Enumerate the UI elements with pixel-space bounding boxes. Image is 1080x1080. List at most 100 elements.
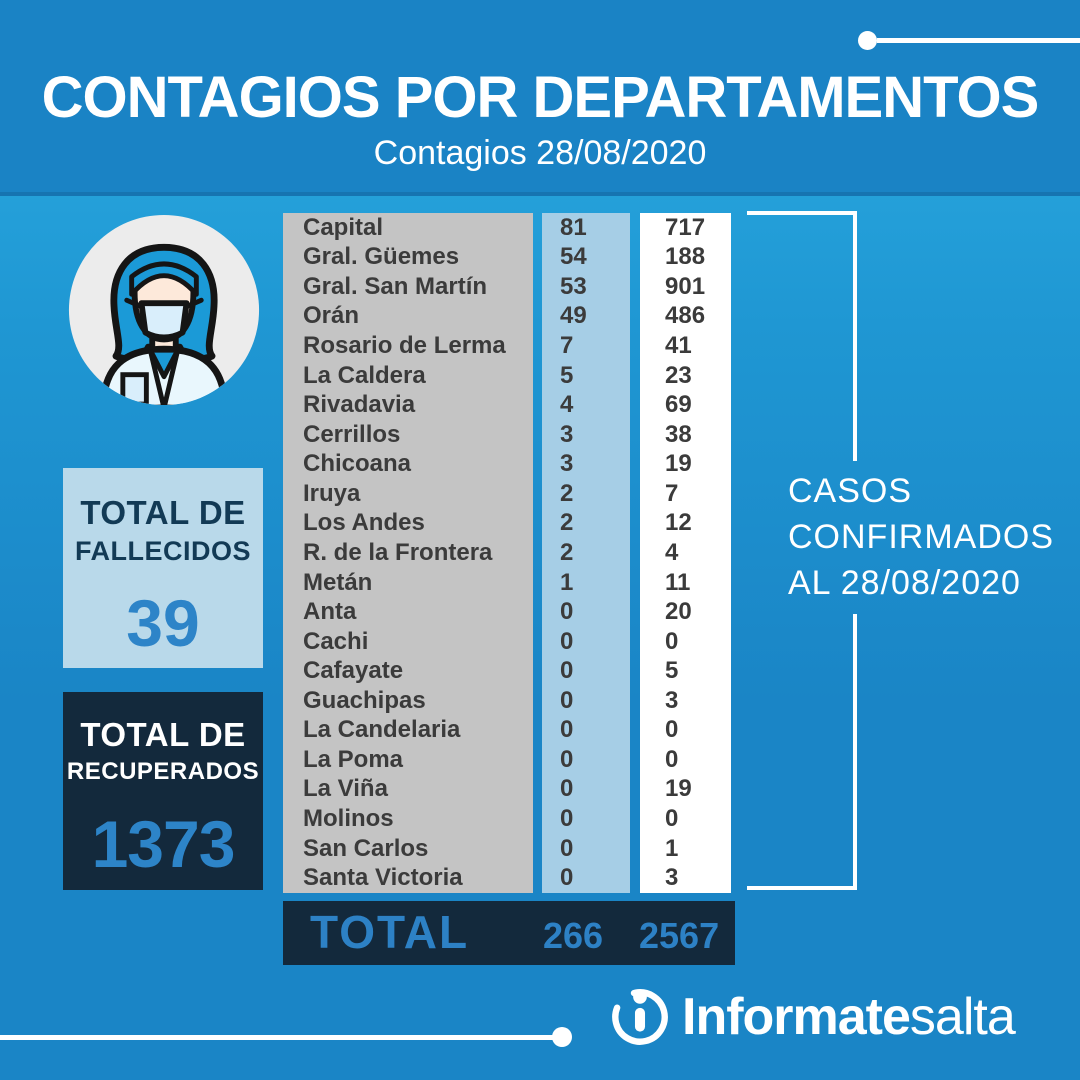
page-subtitle: Contagios 28/08/2020 [373,134,707,172]
table-cell-total: 11 [665,568,691,596]
table-cell-name: Cerrillos [303,420,401,448]
table-cell-daily: 2 [560,538,574,566]
table-cell-daily: 7 [560,332,574,360]
table-cell-name: Chicoana [303,450,412,478]
table-cell-name: Gral. Güemes [303,243,460,271]
table-cell-name: Guachipas [303,686,426,714]
table-cell-name: Gral. San Martín [303,272,488,300]
table-cell-daily: 2 [560,509,574,537]
recuperados-box: TOTAL DE RECUPERADOS 1373 [63,692,263,890]
bottom-left-dot [552,1027,572,1047]
bottom-left-line [0,1035,553,1040]
table-cell-daily: 0 [560,686,574,714]
table-cell-total: 38 [665,420,692,448]
recuperados-label-line1: TOTAL DE [80,716,246,753]
table-cell-total: 901 [665,272,706,300]
top-right-line [877,38,1080,43]
table-cell-name: Santa Victoria [303,864,463,892]
table-cell-name: Molinos [303,805,394,833]
table-cell-daily: 4 [560,391,574,419]
fallecidos-label-line2: FALLECIDOS [74,536,251,566]
table-daily-column: 81 54 53 49 7 5 4 3 3 2 2 2 1 0 0 0 0 0 0 0 0 0 0 [542,213,630,893]
info-circle-icon [612,989,668,1045]
bracket-upper-vertical-line [853,211,857,461]
table-cell-total: 7 [665,479,679,507]
recuperados-label-line2: RECUPERADOS [66,758,260,785]
header-band: CONTAGIOS POR DEPARTAMENTOS Contagios 28… [0,0,1080,196]
table-cell-total: 12 [665,509,692,537]
table-cell-total: 5 [665,657,679,685]
table-cell-daily: 0 [560,805,574,833]
table-cell-total: 23 [665,361,692,389]
table-cell-daily: 54 [560,243,587,271]
bracket-top-line [747,211,857,215]
fallecidos-box: TOTAL DE FALLECIDOS 39 [63,468,263,668]
table-cell-daily: 0 [560,716,574,744]
bracket-bottom-line [747,886,857,890]
table-cell-name: Anta [303,598,357,626]
table-cell-daily: 0 [560,864,574,892]
table-cell-daily: 49 [560,302,587,330]
table-cell-daily: 0 [560,598,574,626]
table-cell-total: 41 [665,332,692,360]
table-cell-daily: 5 [560,361,574,389]
table-cell-daily: 2 [560,479,574,507]
recuperados-value: 1373 [91,807,236,881]
table-cell-name: Orán [303,302,360,330]
table-cell-daily: 3 [560,450,574,478]
table-cell-total: 717 [665,213,706,241]
table-cell-name: Capital [303,213,384,241]
table-cell-name: Los Andes [303,509,425,537]
table-cell-total: 20 [665,598,692,626]
annotation-line2: CONFIRMADOS [788,518,1054,556]
table-cell-name: San Carlos [303,834,429,862]
table-cell-daily: 0 [560,775,574,803]
table-cell-name: Metán [303,568,373,596]
annotation-line3: AL 28/08/2020 [788,564,1021,602]
logo-text-bold: Informate [682,988,911,1046]
table-cell-total: 69 [665,391,692,419]
table-cell-total: 19 [665,450,692,478]
fallecidos-value: 39 [126,586,200,660]
table-cell-total: 0 [665,805,679,833]
table-cell-total: 1 [665,834,679,862]
table-cell-total: 19 [665,775,692,803]
table-name-column: Capital Gral. Güemes Gral. San Martín Orán R… [283,213,533,893]
table-cell-total: 0 [665,627,679,655]
table-cell-name: Rivadavia [303,391,416,419]
table-cell-name: R. de la Frontera [303,538,493,566]
table-cell-total: 486 [665,302,706,330]
top-right-dot [858,31,877,50]
table-cell-name: La Caldera [303,361,426,389]
total-banner: TOTAL 266 2567 [283,901,735,965]
confirmed-cases-annotation: CASOS CONFIRMADOS AL 28/08/2020 [788,468,1068,606]
table-cell-total: 0 [665,745,679,773]
fallecidos-label-line1: TOTAL DE [80,494,246,531]
table-cell-total: 3 [665,864,679,892]
table-total-column: 717 188 901 486 41 23 69 38 19 7 12 4 11 20 0 5 3 0 0 19 0 1 3 [640,213,731,893]
table-cell-daily: 1 [560,568,574,596]
nurse-icon [66,212,262,408]
table-cell-name: La Poma [303,745,404,773]
total-daily-value: 266 [543,915,604,956]
table-cell-daily: 3 [560,420,574,448]
table-cell-name: Cachi [303,627,369,655]
table-cell-daily: 0 [560,834,574,862]
table-cell-total: 188 [665,243,706,271]
annotation-line1: CASOS [788,472,913,510]
table-cell-daily: 0 [560,657,574,685]
table-cell-daily: 53 [560,272,587,300]
table-cell-name: La Viña [303,775,388,803]
table-cell-daily: 0 [560,745,574,773]
total-confirmed-value: 2567 [639,915,720,956]
page-title: CONTAGIOS POR DEPARTAMENTOS [41,65,1040,130]
table-cell-daily: 81 [560,213,587,241]
table-cell-name: Cafayate [303,657,404,685]
logo-text-light: salta [909,988,1016,1046]
table-cell-daily: 0 [560,627,574,655]
table-cell-total: 0 [665,716,679,744]
informate-salta-logo: Informate salta [608,984,1068,1050]
table-cell-name: La Candelaria [303,716,461,744]
total-label: TOTAL [310,906,470,958]
